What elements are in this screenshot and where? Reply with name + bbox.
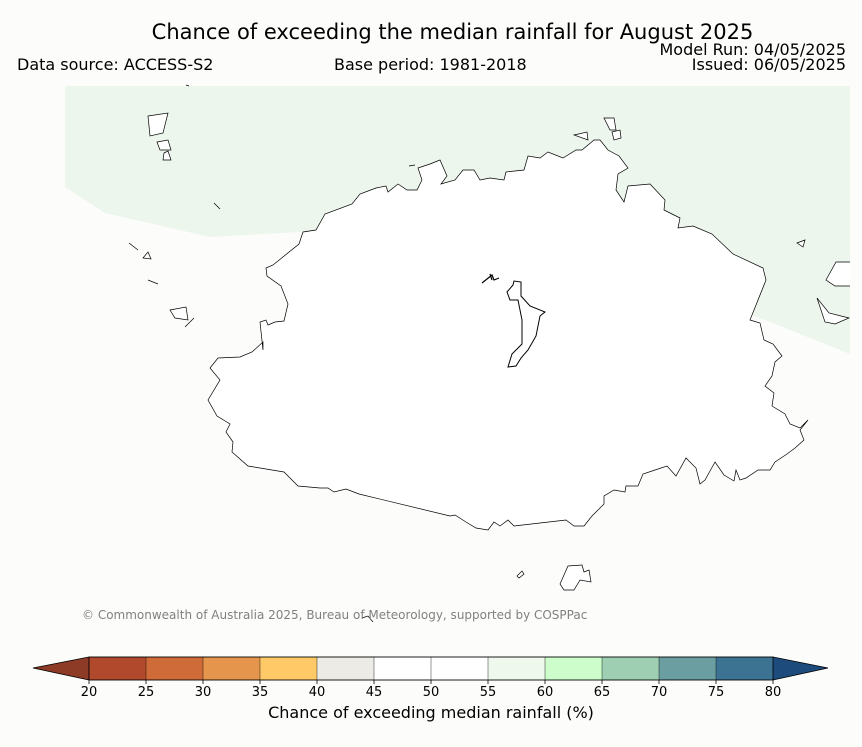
colorbar-segment [202, 656, 261, 681]
data-source-label: Data source: ACCESS-S2 [17, 55, 214, 74]
colorbar-arrow-outline [32, 656, 829, 681]
colorbar-segment [601, 656, 660, 681]
colorbar-tick-label: 35 [252, 685, 269, 700]
mainland-coastline [207, 139, 809, 531]
colorbar-segment [544, 656, 603, 681]
colorbar-segment [715, 656, 774, 681]
colorbar-tick-label: 65 [594, 685, 611, 700]
offshore-islands [128, 84, 851, 623]
colorbar-tick-label: 20 [81, 685, 98, 700]
model-run-label: Model Run: 04/05/2025 [659, 40, 847, 59]
colorbar-segment [145, 656, 204, 681]
colorbar-tick-label: 50 [423, 685, 440, 700]
colorbar-segment [88, 656, 147, 681]
colorbar-tick-label: 80 [765, 685, 782, 700]
colorbar-tick-label: 30 [195, 685, 212, 700]
colorbar-segment [259, 656, 318, 681]
colorbar: 20 25 30 35 40 45 50 55 60 65 70 75 80 [32, 656, 829, 700]
issued-date-label: Issued: 06/05/2025 [691, 55, 846, 74]
colorbar-segment [373, 656, 432, 681]
colorbar-segment [316, 656, 375, 681]
inland-coastline-fragment [481, 273, 500, 284]
colorbar-segment [658, 656, 717, 681]
colorbar-segment [487, 656, 546, 681]
colorbar-tick-label: 25 [138, 685, 155, 700]
colorbar-label: Chance of exceeding median rainfall (%) [268, 703, 594, 722]
colorbar-tick-label: 75 [708, 685, 725, 700]
colorbar-tick-label: 55 [480, 685, 497, 700]
colorbar-segment [430, 656, 489, 681]
copyright-notice: © Commonwealth of Australia 2025, Bureau… [82, 608, 588, 622]
inland-coastline [506, 280, 546, 368]
colorbar-tick-label: 60 [537, 685, 554, 700]
colorbar-tick-label: 45 [366, 685, 383, 700]
colorbar-under-arrow [33, 657, 89, 680]
base-period-label: Base period: 1981-2018 [334, 55, 527, 74]
colorbar-tick-label: 40 [309, 685, 326, 700]
map-title: Chance of exceeding the median rainfall … [151, 20, 754, 44]
colorbar-over-arrow [773, 657, 828, 680]
colorbar-tick-label: 70 [651, 685, 668, 700]
